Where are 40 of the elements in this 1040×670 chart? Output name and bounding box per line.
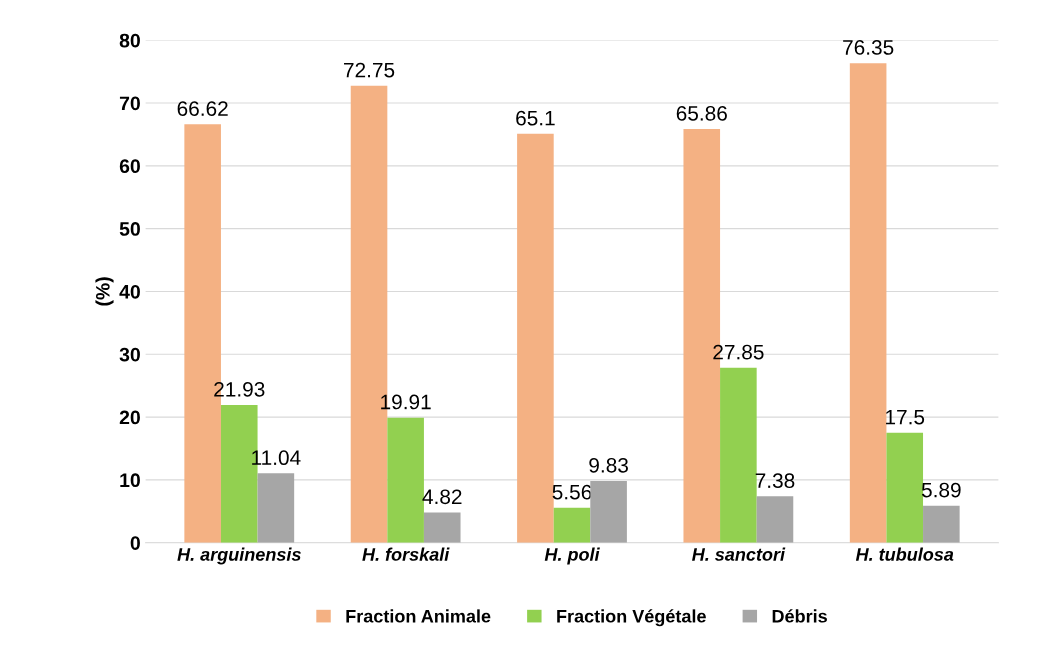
x-tick-label: H. forskali (362, 547, 450, 561)
bar (553, 507, 591, 543)
bar (849, 63, 887, 543)
bar (423, 512, 461, 543)
bar (257, 473, 295, 543)
data-label: 5.56 (552, 484, 592, 500)
bar (923, 505, 960, 543)
y-tick-label: 10 (120, 473, 140, 488)
data-label: 72.75 (344, 62, 395, 78)
y-tick-label: 80 (119, 33, 140, 48)
data-label: 66.62 (177, 101, 228, 116)
bar (387, 417, 424, 543)
y-tick-label: 0 (130, 536, 140, 550)
y-tick-label: 20 (119, 410, 140, 425)
bar (590, 480, 627, 543)
y-tick-label: 60 (119, 159, 140, 174)
bar (517, 133, 554, 543)
x-tick-label: H. arguinensis (177, 547, 301, 565)
x-tick-label: H. tubulosa (855, 547, 954, 561)
data-label: 9.83 (589, 457, 628, 473)
data-label: 65.86 (676, 105, 727, 121)
y-tick-label: 70 (119, 96, 140, 111)
data-label: 65.1 (516, 110, 555, 126)
legend-label: Débris (772, 609, 827, 623)
data-label: 21.93 (214, 381, 265, 397)
data-label: 76.35 (843, 40, 894, 55)
y-tick-label: 50 (119, 222, 140, 236)
bar (720, 367, 757, 543)
y-axis-title: (%) (95, 277, 114, 306)
data-label: 17.5 (886, 409, 925, 425)
legend-label: Fraction Végétale (557, 609, 706, 627)
y-tick-label: 30 (119, 347, 140, 362)
y-tick-label: 40 (119, 284, 140, 299)
data-label: 19.91 (381, 394, 431, 410)
bar (886, 432, 924, 543)
bar (756, 496, 794, 543)
data-label: 27.85 (713, 344, 764, 360)
x-tick-label: H. poli (544, 547, 600, 565)
legend-label: Fraction Animale (346, 609, 491, 623)
x-tick-label: H. sanctori (692, 547, 786, 561)
